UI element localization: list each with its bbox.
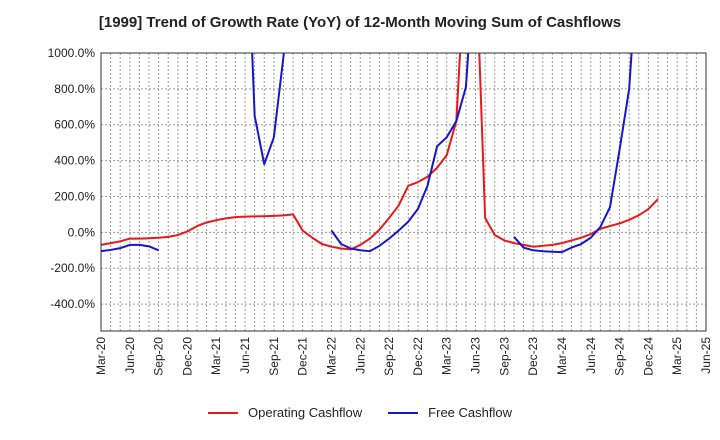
x-tick-label: Sep-21 — [267, 337, 281, 376]
x-tick-label: Jun-22 — [353, 337, 367, 374]
plot-background — [101, 53, 706, 331]
x-tick-label: Dec-23 — [526, 337, 540, 376]
legend: Operating Cashflow Free Cashflow — [0, 405, 720, 420]
y-tick-label: -200.0% — [50, 261, 95, 275]
series-layer — [101, 53, 659, 254]
y-tick-label: 0.0% — [68, 225, 96, 239]
chart-title: [1999] Trend of Growth Rate (YoY) of 12-… — [98, 14, 622, 31]
x-tick-label: Jun-23 — [469, 337, 483, 374]
x-tick-label: Mar-20 — [94, 337, 108, 375]
x-tick-label: Mar-22 — [324, 337, 338, 375]
y-tick-label: 800.0% — [54, 82, 95, 96]
x-tick-label: Mar-23 — [440, 337, 454, 375]
legend-item-operating-cashflow: Operating Cashflow — [208, 405, 362, 420]
x-tick-label: Dec-22 — [411, 337, 425, 376]
series-operating-cashflow — [101, 53, 659, 251]
y-tick-label: 1000.0% — [48, 46, 96, 60]
x-tick-label: Sep-22 — [382, 337, 396, 376]
legend-swatch-free — [388, 411, 419, 414]
legend-swatch-operating — [208, 411, 238, 414]
x-tick-label: Dec-24 — [641, 337, 655, 376]
x-tick-label: Sep-20 — [152, 337, 166, 376]
plot-frame — [100, 52, 707, 332]
x-tick-label: Dec-21 — [296, 337, 310, 376]
x-tick-labels: Mar-20 Jun-20 Sep-20 Dec-20 Mar-21 Jun-21 Sep-… — [94, 337, 713, 376]
x-tick-label: Sep-23 — [497, 337, 511, 376]
legend-item-free-cashflow: Free Cashflow — [388, 405, 512, 420]
legend-label-free: Free Cashflow — [428, 405, 512, 420]
series-free-cashflow — [101, 53, 633, 254]
y-tick-label: -400.0% — [50, 297, 95, 311]
y-tick-labels: 1000.0% 800.0% 600.0% 400.0% 200.0% 0.0% -200.… — [48, 46, 96, 311]
legend-label-operating: Operating Cashflow — [248, 405, 363, 420]
y-tick-label: 600.0% — [54, 118, 95, 132]
x-tick-label: Jun-21 — [238, 337, 252, 374]
x-tick-label: Jun-25 — [699, 337, 713, 374]
x-tick-label: Dec-20 — [180, 337, 194, 376]
x-tick-label: Mar-25 — [670, 337, 684, 375]
y-tick-label: 200.0% — [54, 189, 95, 203]
x-tick-label: Mar-21 — [209, 337, 223, 375]
x-tick-label: Jun-24 — [584, 337, 598, 374]
y-tick-label: 400.0% — [54, 154, 95, 168]
x-tick-label: Sep-24 — [613, 337, 627, 376]
x-tick-label: Mar-24 — [555, 337, 569, 375]
x-tick-label: Jun-20 — [123, 337, 137, 374]
